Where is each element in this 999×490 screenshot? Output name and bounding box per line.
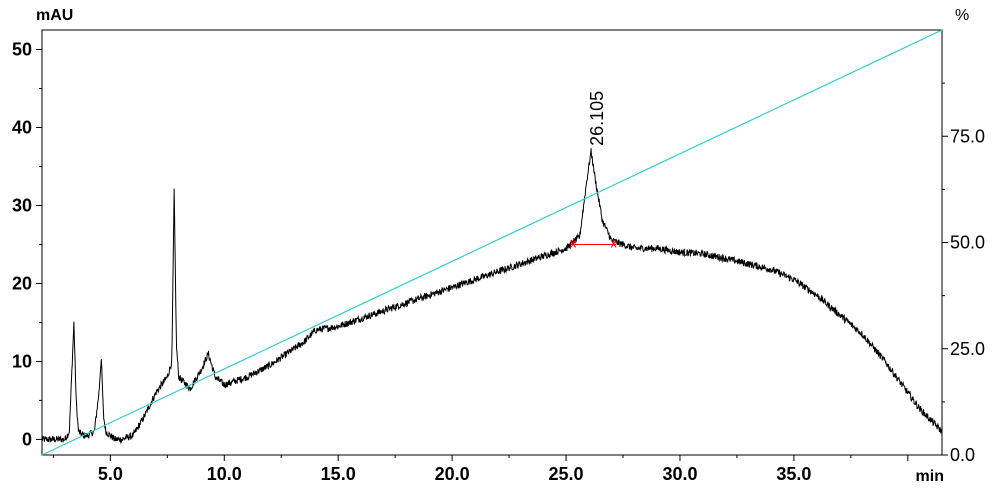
annotation-layer: 26.105 — [570, 91, 617, 248]
y-left-tick-label: 0 — [22, 429, 32, 449]
y-left-tick-label: 40 — [12, 117, 32, 137]
series-layer — [41, 29, 943, 456]
y-right-tick-label: 75.0 — [950, 126, 985, 146]
peak-retention-label: 26.105 — [587, 91, 607, 146]
y-right-tick-label: 0.0 — [950, 445, 975, 465]
y-left-tick-label: 30 — [12, 195, 32, 215]
signal-trace — [41, 148, 943, 445]
label-layer: 0 10 20 30 40 50 0.0 25.0 50.0 75.0 5.0 10.0 15.0 20.… — [12, 7, 985, 485]
y-left-tick-label: 10 — [12, 351, 32, 371]
x-tick-label: 5.0 — [98, 464, 123, 484]
y-right-unit-label: % — [955, 7, 969, 24]
x-tick-label: 20.0 — [435, 464, 470, 484]
peak-start-marker — [570, 240, 577, 248]
y-left-tick-label: 50 — [12, 39, 32, 59]
y-right-tick-label: 50.0 — [950, 233, 985, 253]
peak-end-marker — [610, 240, 617, 248]
x-tick-label: 10.0 — [207, 464, 242, 484]
axis-layer — [36, 29, 948, 461]
x-tick-label: 35.0 — [776, 464, 811, 484]
gradient-line — [41, 29, 943, 456]
x-tick-label: 30.0 — [662, 464, 697, 484]
y-left-unit-label: mAU — [36, 7, 73, 24]
y-left-tick-label: 20 — [12, 273, 32, 293]
y-right-tick-label: 25.0 — [950, 339, 985, 359]
x-unit-label: min — [916, 468, 944, 485]
x-tick-label: 15.0 — [321, 464, 356, 484]
x-tick-label: 25.0 — [549, 464, 584, 484]
